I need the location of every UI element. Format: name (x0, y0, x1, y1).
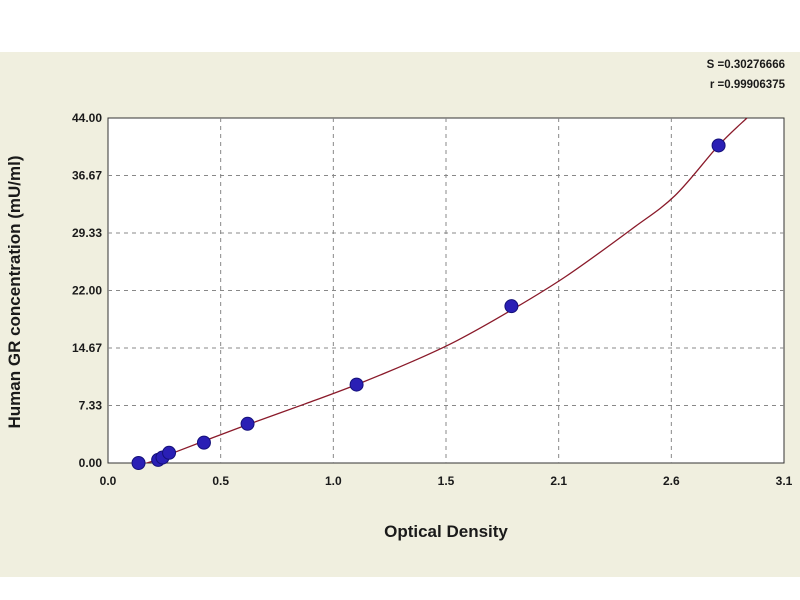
x-tick-label: 0.0 (100, 474, 117, 488)
x-tick-label: 3.1 (776, 474, 793, 488)
data-point (504, 299, 519, 314)
fit-curve (144, 118, 748, 463)
x-tick-label: 1.5 (438, 474, 455, 488)
fit-curve-group (144, 118, 748, 463)
y-tick-labels: 0.00 7.33 14.67 22.00 29.33 36.67 44.00 (72, 111, 102, 470)
x-tick-label: 0.5 (212, 474, 229, 488)
y-tick-label: 36.67 (72, 169, 102, 183)
x-tick-label: 2.6 (663, 474, 680, 488)
y-tick-label: 14.67 (72, 341, 102, 355)
chart-background: 0.0 0.5 1.0 1.5 2.1 2.6 3.1 0.00 7.33 14.67 22.00… (0, 52, 800, 577)
y-tick-label: 22.00 (72, 284, 102, 298)
data-point (162, 445, 177, 460)
y-tick-label: 0.00 (79, 456, 103, 470)
data-point (240, 416, 255, 431)
stat-r-label: r =0.99906375 (710, 79, 786, 91)
x-tick-label: 2.1 (550, 474, 567, 488)
x-tick-label: 1.0 (325, 474, 342, 488)
data-point (711, 138, 726, 153)
chart-svg: 0.0 0.5 1.0 1.5 2.1 2.6 3.1 0.00 7.33 14.67 22.00… (5, 59, 793, 541)
data-points-group (131, 138, 726, 470)
data-point (349, 377, 364, 392)
y-axis-title: Human GR concentration (mU/ml) (5, 156, 24, 429)
data-point (196, 435, 211, 450)
y-tick-label: 7.33 (79, 399, 103, 413)
y-tick-label: 29.33 (72, 226, 102, 240)
x-axis-title: Optical Density (384, 522, 508, 541)
grid-lines (108, 118, 784, 463)
x-tick-labels: 0.0 0.5 1.0 1.5 2.1 2.6 3.1 (100, 474, 793, 488)
data-point (131, 456, 146, 470)
y-tick-label: 44.00 (72, 111, 102, 125)
stat-s-label: S =0.30276666 (707, 59, 785, 71)
